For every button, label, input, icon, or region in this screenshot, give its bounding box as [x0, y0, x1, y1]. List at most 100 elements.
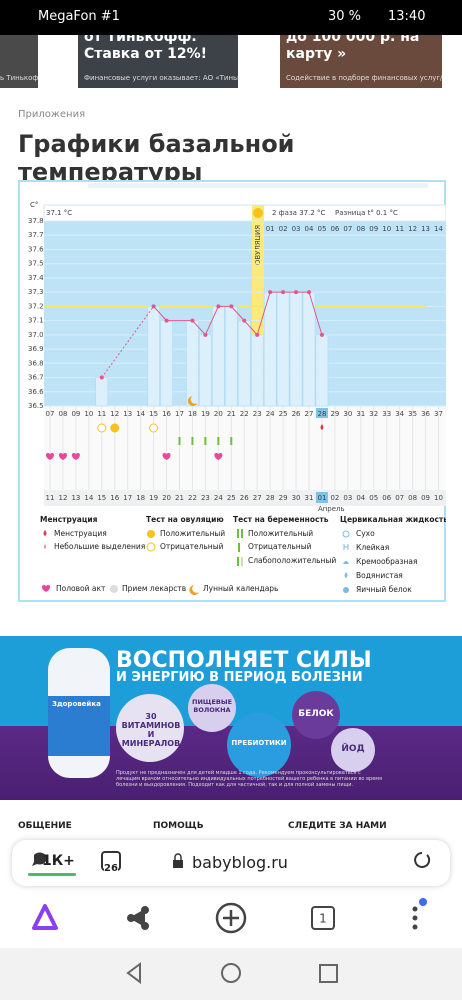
intercourse-marker — [214, 453, 223, 460]
temperature-bar — [263, 291, 277, 407]
tabs-button[interactable] — [311, 906, 335, 930]
cycle-day-label: 36 — [421, 410, 430, 418]
battery: 30 % — [328, 9, 362, 24]
legend-item: Сухо — [356, 529, 375, 538]
today-highlight — [315, 492, 328, 503]
cycle-day-label: 13 — [123, 410, 132, 418]
phase2-day-label: 13 — [421, 225, 430, 233]
promo-tile[interactable]: от Тинькофф. Ставка от 12%! Финансовые ус… — [78, 35, 238, 88]
cycle-day-label: 24 — [266, 410, 275, 418]
date-label: 09 — [421, 494, 430, 502]
legend-item: Небольшие выделения — [54, 542, 145, 551]
cycle-day-label: 17 — [175, 410, 184, 418]
y-tick-label: 37.1 — [28, 317, 44, 325]
cycle-day-label: 28 — [317, 410, 326, 418]
date-label: 23 — [201, 494, 210, 502]
promo-caption: Финансовые услуги оказывает: АО «Тинькоф… — [84, 74, 238, 82]
intercourse-marker — [46, 453, 54, 460]
promo-caption: Содействие в подборе финансовых услуг/ор… — [286, 74, 442, 82]
legend-item: Отрицательный — [248, 542, 312, 551]
new-tab-button[interactable] — [215, 902, 247, 934]
ad-banner[interactable]: ВОСПОЛНЯЕТ СИЛЫ И ЭНЕРГИЮ В ПЕРИОД БОЛЕЗ… — [0, 636, 462, 800]
temperature-bar — [225, 306, 238, 407]
pregnancy-test-marker — [191, 437, 194, 445]
cycle-day-label: 12 — [110, 410, 119, 418]
date-label: 14 — [84, 494, 93, 502]
temperature-bar — [160, 320, 173, 407]
temperature-point — [229, 304, 234, 309]
promo-tile[interactable]: ь Тинькофф — [0, 35, 38, 88]
ad-disclaimer: Продукт не предназначен для детей младше… — [116, 770, 383, 788]
browser-icons — [28, 851, 431, 876]
temperature-point — [255, 332, 260, 337]
today-highlight — [315, 408, 328, 418]
footer-link[interactable]: ОБЩЕНИЕ — [18, 821, 72, 831]
y-tick-label: 36.6 — [28, 388, 44, 396]
cycle-day-label: 14 — [136, 410, 145, 418]
date-label: 28 — [266, 494, 275, 502]
share-button[interactable] — [127, 906, 149, 930]
date-label: 01 — [317, 494, 326, 502]
breadcrumb[interactable]: Приложения — [18, 109, 86, 120]
footer-link[interactable]: СЛЕДИТЕ ЗА НАМИ — [288, 821, 387, 831]
bottom-nav: 1 — [32, 898, 427, 934]
cycle-day-label: 20 — [214, 410, 223, 418]
temperature-bar — [315, 334, 329, 407]
unit-label: C° — [30, 201, 38, 209]
date-label: 26 — [240, 494, 249, 502]
carrier: MegaFon #1 — [38, 9, 120, 24]
legend-item: Отрицательный — [160, 542, 224, 551]
address-bar: 1К+ 26 babyblog.ru — [12, 840, 450, 886]
date-label: 25 — [227, 494, 236, 502]
date-label: 06 — [382, 494, 391, 502]
temperature-point — [294, 290, 299, 295]
temperature-bar — [238, 320, 251, 407]
cycle-day-label: 22 — [240, 410, 249, 418]
assistant-button[interactable] — [32, 904, 58, 930]
footer-link[interactable]: ПОМОЩЬ — [153, 821, 204, 831]
legend-item: Слабоположительный — [248, 556, 336, 565]
temperature-connector — [256, 292, 271, 335]
cycle-day-label: 34 — [395, 410, 404, 418]
y-tick-label: 36.5 — [28, 402, 44, 410]
ad-bubble: ПРЕБИОТИКИ — [231, 739, 287, 747]
y-tick-label: 36.8 — [28, 359, 44, 367]
pregnancy-test-marker — [217, 437, 220, 445]
page-title: Графики базальной температуры — [18, 130, 295, 186]
ad-subheadline: И ЭНЕРГИЮ В ПЕРИОД БОЛЕЗНИ — [116, 670, 363, 685]
legend-item: Прием лекарств — [122, 584, 186, 593]
legend-item: Половой акт — [56, 584, 106, 593]
status-bar: MegaFon #1 30 % 13:40 — [0, 0, 462, 35]
comment-count[interactable]: 1К+ — [42, 853, 75, 869]
legend-item: Менструация — [54, 529, 107, 538]
pregnancy-test-marker — [178, 437, 181, 445]
tabs-badge[interactable]: 26 — [104, 863, 118, 874]
legend-title: Менструация — [40, 515, 98, 524]
cycle-day-label: 21 — [227, 410, 236, 418]
cycle-day-label: 30 — [343, 410, 352, 418]
pregnancy-test-marker — [204, 437, 207, 445]
url[interactable]: babyblog.ru — [192, 853, 288, 872]
date-label: 21 — [175, 494, 184, 502]
cycle-day-label: 16 — [162, 410, 171, 418]
system-nav-icons — [126, 962, 338, 984]
legend-title: Цервикальная жидкость — [340, 515, 446, 524]
system-nav — [0, 948, 462, 1000]
date-label: 10 — [434, 494, 443, 502]
promo-tile[interactable]: до 100 000 р. на карту » Содействие в под… — [280, 35, 442, 88]
tab-count[interactable]: 1 — [319, 912, 327, 926]
cycle-day-label: 18 — [188, 410, 197, 418]
cycle-day-label: 10 — [84, 410, 93, 418]
intercourse-marker — [71, 453, 80, 460]
date-label: 11 — [46, 494, 55, 502]
ovulation-test-marker — [149, 423, 159, 433]
temperature-bar — [186, 320, 199, 407]
cycle-day-label: 19 — [201, 410, 210, 418]
ad-bubble: 30 ВИТАМИНОВ И МИНЕРАЛОВ — [121, 712, 181, 748]
cycle-day-label: 08 — [58, 410, 67, 418]
temperature-point — [99, 375, 104, 380]
cycle-day-label: 37 — [434, 410, 443, 418]
phase2-day-label: 08 — [356, 225, 365, 233]
phase2-day-label: 10 — [382, 225, 391, 233]
